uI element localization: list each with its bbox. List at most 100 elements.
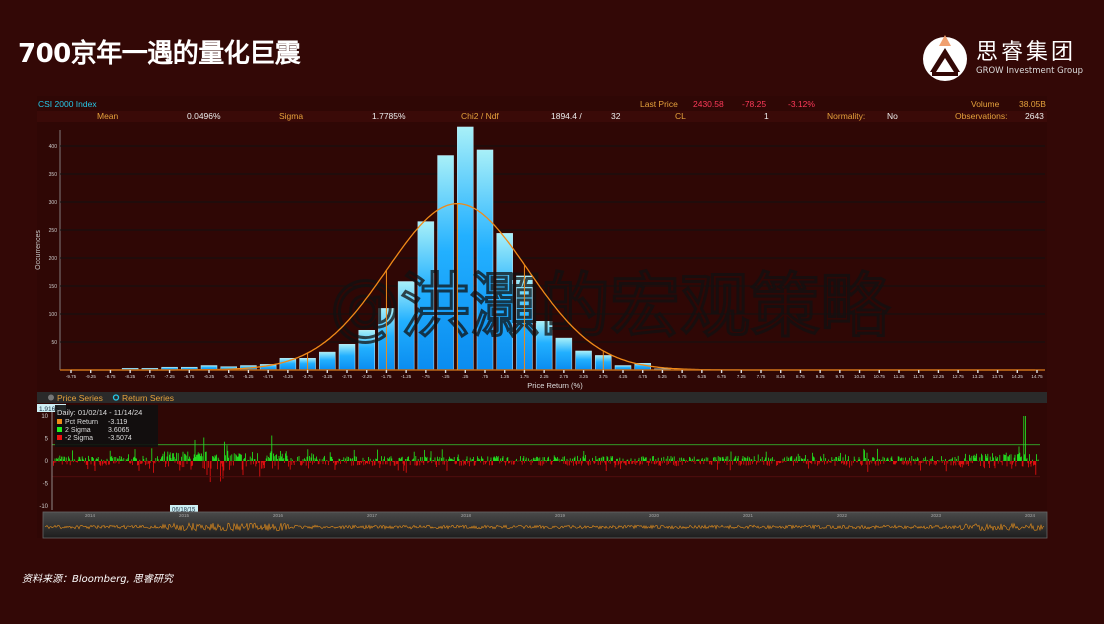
return-bar — [423, 461, 425, 465]
return-bar — [537, 458, 539, 461]
return-bar — [594, 461, 596, 464]
return-bar — [430, 451, 432, 461]
return-bar — [777, 461, 779, 463]
return-bar — [143, 459, 145, 461]
return-series-radio[interactable] — [112, 394, 120, 401]
histogram-bar — [279, 357, 297, 371]
return-bar — [593, 461, 595, 465]
x-tick-label: 5.75 — [678, 374, 687, 379]
return-bar — [951, 458, 953, 461]
return-bar — [657, 461, 658, 463]
return-bar — [274, 461, 276, 466]
return-bar — [969, 457, 971, 461]
return-bar — [819, 461, 821, 463]
return-bar — [142, 455, 144, 461]
return-bar — [543, 461, 545, 465]
return-bar — [889, 461, 890, 462]
return-bar — [460, 461, 461, 462]
x-tick-label: -2.25 — [362, 374, 373, 379]
return-bar — [605, 461, 606, 465]
return-bar — [750, 459, 752, 461]
return-bar — [971, 455, 973, 461]
return-bar — [638, 457, 640, 461]
time-navigator[interactable] — [42, 511, 1048, 539]
return-bar — [241, 454, 242, 461]
return-bar — [553, 455, 555, 461]
return-bar — [1010, 454, 1012, 461]
return-bar — [684, 459, 685, 461]
return-bar — [573, 457, 575, 461]
return-bar — [581, 461, 583, 464]
x-axis-label: Price Return (%) — [527, 381, 583, 390]
return-bar — [317, 461, 319, 465]
return-bar — [589, 461, 591, 465]
return-bar — [221, 461, 223, 467]
last-price-label: Last Price — [640, 99, 678, 109]
return-bar — [932, 456, 933, 461]
return-bar — [301, 461, 302, 466]
return-bar — [655, 459, 657, 461]
return-bar — [189, 458, 191, 461]
return-bar — [407, 456, 409, 461]
return-bar — [583, 451, 585, 461]
return-bar — [618, 461, 620, 464]
return-bar — [182, 451, 184, 461]
return-bar — [725, 456, 727, 461]
return-bar — [603, 456, 605, 461]
x-tick-label: 10.25 — [854, 374, 866, 379]
navigator-year: 2021 — [743, 513, 754, 518]
normality-value: No — [887, 111, 898, 121]
return-bar — [598, 458, 600, 461]
return-bar — [177, 453, 179, 461]
return-bar — [668, 461, 669, 465]
return-bar — [917, 458, 919, 461]
return-bar — [933, 460, 934, 461]
return-bar — [661, 457, 662, 461]
return-bar — [509, 461, 510, 464]
return-bar — [398, 458, 400, 461]
return-series-label[interactable]: Return Series — [122, 393, 174, 403]
return-bar — [306, 456, 308, 461]
return-bar — [628, 461, 629, 464]
return-bar — [415, 456, 417, 461]
return-bar — [193, 454, 195, 461]
return-bar — [160, 459, 161, 461]
return-bar — [379, 461, 381, 468]
return-bar — [802, 458, 804, 461]
return-bar — [821, 458, 822, 461]
x-tick-label: 5.25 — [658, 374, 667, 379]
return-bar — [96, 458, 97, 461]
return-bar — [301, 461, 303, 465]
return-bar — [753, 456, 755, 461]
return-bar — [145, 457, 147, 461]
return-bar — [501, 461, 502, 463]
return-bar — [421, 461, 422, 463]
return-bar — [457, 457, 458, 461]
return-bar — [1021, 461, 1023, 467]
return-bar — [666, 461, 668, 466]
return-bar — [196, 454, 197, 461]
return-bar — [359, 461, 361, 465]
navigator-year: 2017 — [367, 513, 378, 518]
return-bar — [945, 461, 947, 472]
return-bar — [181, 456, 182, 461]
price-series-radio[interactable] — [48, 394, 54, 401]
return-bar — [524, 461, 525, 464]
return-bar — [463, 461, 465, 466]
navigator-year: 2023 — [931, 513, 942, 518]
price-series-label[interactable]: Price Series — [57, 393, 103, 403]
return-bar — [877, 448, 878, 461]
x-tick-label: -1.75 — [381, 374, 392, 379]
return-bar — [702, 460, 704, 461]
return-bar — [555, 457, 557, 461]
return-bar — [844, 461, 845, 465]
return-bar — [241, 461, 243, 470]
return-bar — [123, 458, 125, 461]
return-bar — [965, 453, 966, 461]
return-bar — [1028, 461, 1029, 468]
return-bar — [146, 461, 148, 465]
x-tick-label: -7.25 — [164, 374, 175, 379]
return-bar — [61, 461, 63, 465]
return-bar — [995, 456, 997, 461]
return-bar — [595, 456, 597, 461]
